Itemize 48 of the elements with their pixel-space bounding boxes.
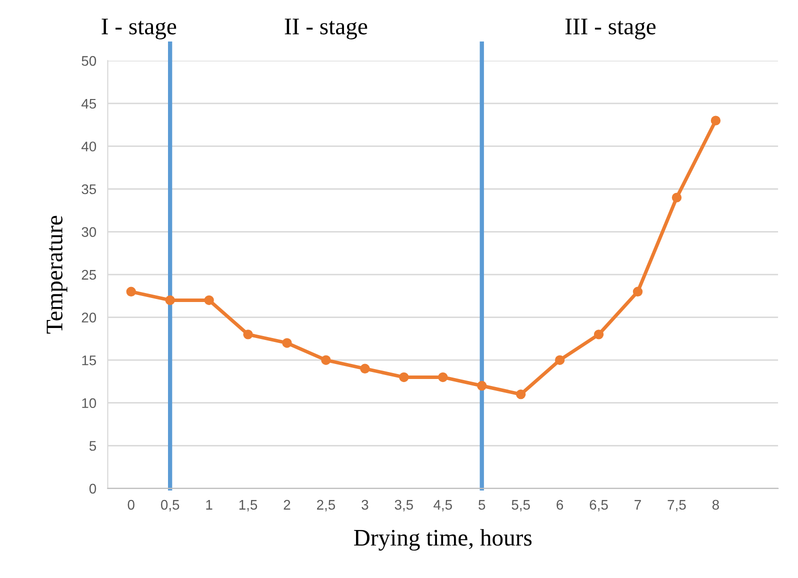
x-tick-label: 3,5 bbox=[394, 500, 413, 512]
point bbox=[282, 338, 292, 348]
point bbox=[399, 372, 409, 382]
x-axis-title: Drying time, hours bbox=[354, 529, 532, 551]
y-tick-label: 5 bbox=[89, 441, 96, 451]
point bbox=[321, 355, 331, 365]
point bbox=[516, 389, 526, 400]
point bbox=[360, 364, 370, 374]
y-tick-label: 10 bbox=[82, 398, 96, 408]
point bbox=[438, 372, 448, 382]
y-tick-label: 15 bbox=[82, 356, 96, 366]
y-tick-label: 45 bbox=[81, 98, 96, 109]
x-tick-label: 0,5 bbox=[160, 500, 180, 512]
y-tick-label: 40 bbox=[81, 142, 96, 152]
x-tick-label: 7 bbox=[634, 500, 641, 510]
x-tick-label: 2,5 bbox=[317, 500, 336, 512]
x-tick-label: 1,5 bbox=[239, 500, 258, 512]
x-tick-label: 3 bbox=[362, 500, 368, 510]
y-tick-label: 0 bbox=[89, 484, 96, 494]
point bbox=[126, 286, 136, 297]
point bbox=[165, 295, 175, 306]
point bbox=[243, 330, 253, 340]
x-tick-label: 4,5 bbox=[434, 500, 452, 512]
point bbox=[672, 192, 682, 202]
text: II - stage bbox=[284, 18, 368, 40]
point bbox=[632, 286, 643, 297]
x-tick-label: 1 bbox=[206, 500, 212, 510]
point bbox=[710, 116, 721, 126]
x-tick-label: 0 bbox=[128, 500, 134, 510]
y-tick-label: 50 bbox=[82, 56, 96, 66]
text: I - stage bbox=[102, 18, 176, 40]
point bbox=[594, 330, 604, 340]
x-tick-label: 5,5 bbox=[512, 500, 530, 512]
x-tick-label: 5 bbox=[478, 500, 486, 510]
y-tick-label: 25 bbox=[82, 270, 96, 280]
y-tick-label: 20 bbox=[82, 312, 96, 322]
point bbox=[204, 295, 214, 306]
y-tick-label: 30 bbox=[82, 227, 96, 237]
x-tick-label: 2 bbox=[284, 500, 290, 510]
y-axis-title: Temperature bbox=[46, 216, 68, 334]
text: III - stage bbox=[565, 18, 656, 40]
point bbox=[554, 355, 565, 365]
point bbox=[477, 380, 487, 391]
x-tick-label: 7,5 bbox=[668, 500, 686, 512]
x-tick-label: 6,5 bbox=[590, 500, 608, 512]
x-tick-label: 8 bbox=[712, 500, 719, 510]
y-tick-label: 35 bbox=[82, 184, 96, 194]
x-tick-label: 6 bbox=[556, 500, 564, 510]
